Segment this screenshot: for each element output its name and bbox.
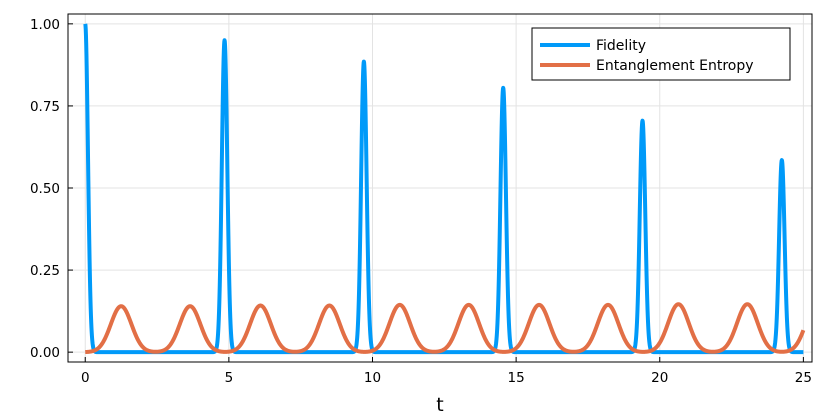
axis-ticks: 0 5 10 15 20 25 0.00 0.25 0.50 0.75 1.00 bbox=[30, 17, 812, 386]
series-group bbox=[83, 23, 806, 355]
x-tick-label: 20 bbox=[651, 370, 668, 386]
legend-box bbox=[531, 27, 791, 81]
legend-label: Fidelity bbox=[596, 38, 646, 54]
legend: Fidelity Entanglement Entropy bbox=[531, 27, 791, 81]
series-line-fidelity bbox=[83, 23, 806, 355]
x-tick-label: 25 bbox=[795, 370, 812, 386]
x-tick-label: 5 bbox=[225, 370, 234, 386]
y-tick-label: 0.50 bbox=[30, 181, 60, 197]
y-tick-label: 0.25 bbox=[30, 263, 60, 279]
x-tick-label: 15 bbox=[508, 370, 525, 386]
x-axis-title: t bbox=[436, 394, 443, 415]
series-line-entanglement-entropy bbox=[83, 302, 806, 355]
y-tick-label: 1.00 bbox=[30, 17, 60, 33]
y-tick-label: 0.00 bbox=[30, 345, 60, 361]
x-tick-label: 0 bbox=[81, 370, 90, 386]
y-tick-label: 0.75 bbox=[30, 99, 60, 115]
x-tick-label: 10 bbox=[364, 370, 381, 386]
legend-label: Entanglement Entropy bbox=[596, 58, 754, 74]
